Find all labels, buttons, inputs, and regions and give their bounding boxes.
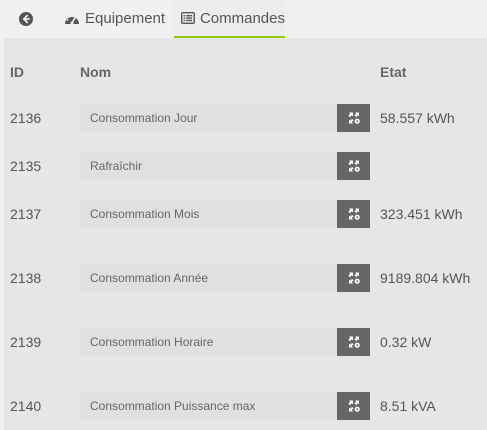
commands-panel (4, 38, 487, 430)
column-header-etat: Etat (380, 64, 407, 80)
command-id: 2135 (10, 158, 42, 174)
command-name-field[interactable]: Consommation Mois (80, 200, 337, 228)
configure-icon (347, 112, 360, 124)
command-state: 323.451 kWh (380, 206, 463, 222)
command-name-field[interactable]: Consommation Année (80, 264, 337, 292)
command-id: 2138 (10, 270, 42, 286)
command-name-field[interactable]: Consommation Horaire (80, 328, 337, 356)
configure-button[interactable] (337, 328, 370, 356)
command-state: 0.32 kW (380, 334, 432, 350)
configure-button[interactable] (337, 264, 370, 292)
command-state: 58.557 kWh (380, 110, 455, 126)
list-alt-icon (181, 12, 195, 24)
configure-icon (347, 272, 360, 284)
tab-commandes-label: Commandes (199, 9, 285, 27)
back-button[interactable] (10, 0, 42, 37)
tab-equipement[interactable]: Equipement (56, 0, 168, 37)
configure-icon (347, 160, 360, 172)
configure-icon (347, 336, 360, 348)
column-header-id: ID (10, 64, 24, 80)
arrow-circle-left-icon (19, 11, 33, 26)
command-name-field[interactable]: Rafraîchir (80, 152, 337, 180)
dashboard-gauge-icon (65, 14, 79, 25)
tab-equipement-label: Equipement (85, 10, 166, 27)
tab-bar: Equipement Commandes (0, 0, 487, 38)
configure-icon (347, 400, 360, 412)
command-name-field[interactable]: Consommation Puissance max (80, 392, 337, 420)
configure-button[interactable] (337, 152, 370, 180)
command-id: 2136 (10, 110, 42, 126)
command-id: 2140 (10, 398, 42, 414)
command-id: 2137 (10, 206, 42, 222)
command-id: 2139 (10, 334, 42, 350)
configure-button[interactable] (337, 392, 370, 420)
command-state: 9189.804 kWh (380, 270, 471, 286)
column-header-nom: Nom (80, 64, 112, 80)
tab-commandes[interactable]: Commandes (174, 0, 285, 38)
command-name-field[interactable]: Consommation Jour (80, 104, 337, 132)
configure-button[interactable] (337, 104, 370, 132)
configure-button[interactable] (337, 200, 370, 228)
configure-icon (347, 208, 360, 220)
command-state: 8.51 kVA (380, 398, 436, 414)
